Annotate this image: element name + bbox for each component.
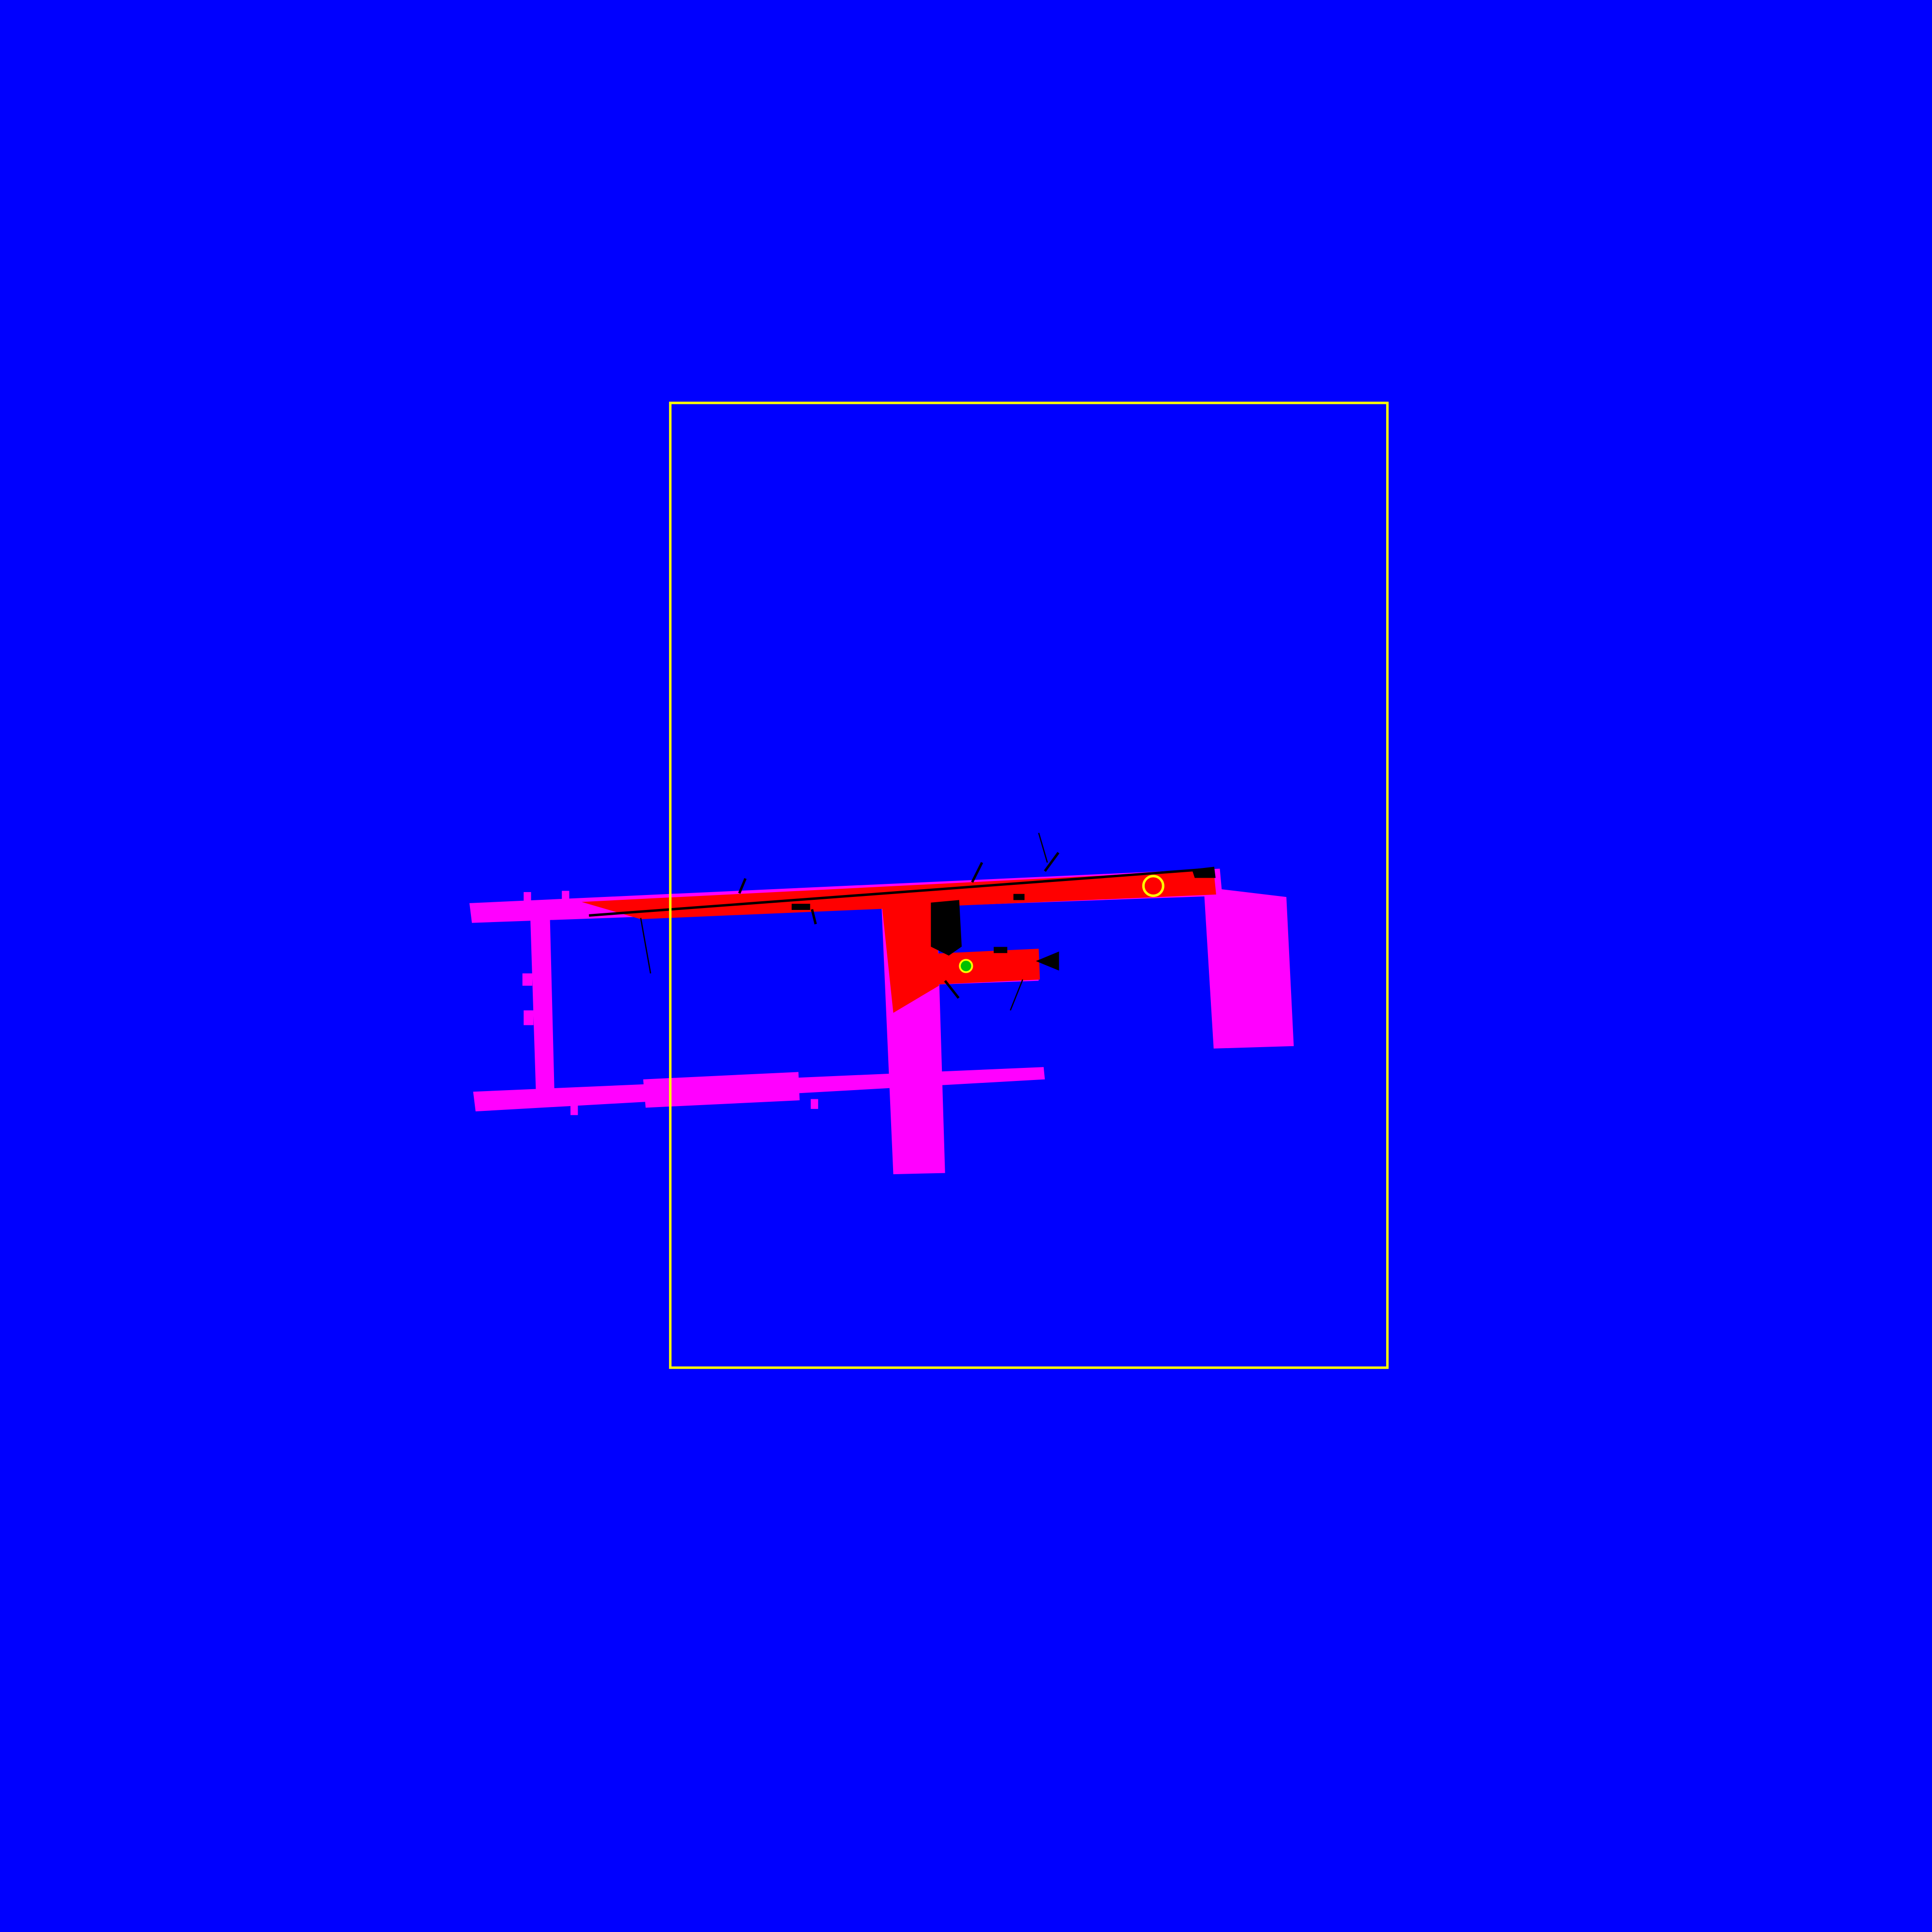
explored-branch	[933, 949, 1040, 985]
explored-area	[582, 870, 1216, 1013]
right-end-obstacle	[1192, 867, 1216, 878]
left-vertical-corridor	[529, 902, 554, 1094]
nub	[522, 973, 533, 986]
bottom-corridor-wide	[643, 1072, 800, 1108]
explored-junction	[881, 893, 939, 1013]
viewport-box	[669, 401, 1389, 1369]
right-room	[1204, 887, 1294, 1049]
nub	[562, 891, 569, 906]
nub	[524, 892, 531, 907]
nub	[570, 1103, 578, 1115]
agent-marker	[959, 959, 973, 973]
obstacles	[589, 833, 1216, 1011]
nub	[524, 1010, 534, 1025]
goal-marker	[1142, 875, 1165, 897]
top-wall	[589, 867, 1214, 917]
junction-obstacle	[931, 900, 962, 956]
nub	[810, 1099, 818, 1109]
branch-tip-obstacle	[1036, 952, 1059, 971]
explored-top-corridor	[582, 870, 1216, 920]
